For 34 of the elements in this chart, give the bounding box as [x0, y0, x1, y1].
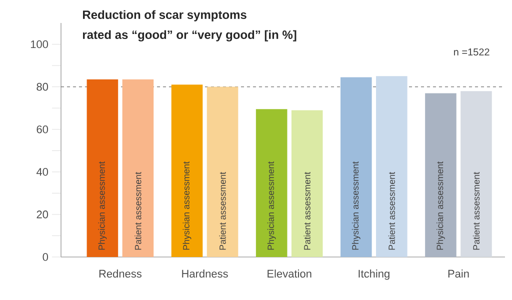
bar — [122, 79, 154, 257]
text: Patient assessment — [388, 172, 395, 250]
text: Physician assessment — [182, 161, 192, 250]
y-tick-label: 20 — [36, 210, 48, 218]
y-tick-label: 60 — [36, 125, 48, 134]
text: Physician assessment — [267, 161, 276, 250]
bar — [291, 110, 323, 257]
annotation: n =1522 — [454, 48, 490, 56]
y-tick-label: 80 — [36, 82, 48, 91]
text: Physician assessment — [436, 161, 445, 250]
bar — [206, 86, 238, 257]
x-tick-label: Itching — [358, 270, 390, 280]
bar — [256, 109, 288, 257]
bar — [86, 79, 118, 257]
bar — [425, 93, 456, 257]
series-label: Physician assessment — [98, 161, 107, 250]
y-tick-label: 100 — [30, 40, 48, 48]
text: Patient assessment — [304, 172, 310, 250]
series-label: Patient assessment — [134, 172, 142, 250]
y-tick-label: 0 — [42, 253, 48, 261]
bar — [340, 77, 372, 257]
bar — [171, 84, 203, 257]
x-tick-label: Redness — [99, 270, 142, 278]
text: rated as “good” or “very good” [in %] — [82, 30, 296, 42]
text: Patient assessment — [472, 172, 480, 250]
chart-title: Reduction of scar symptoms — [83, 10, 246, 22]
x-tick-label: Hardness — [182, 270, 228, 278]
bar — [460, 91, 492, 257]
text: Physician assessment — [352, 161, 360, 250]
x-tick-label: Elevation — [268, 270, 312, 278]
bar — [376, 76, 408, 257]
y-tick-label: 40 — [36, 168, 48, 176]
text: Patient assessment — [219, 172, 226, 250]
x-tick-label: Pain — [448, 270, 469, 278]
